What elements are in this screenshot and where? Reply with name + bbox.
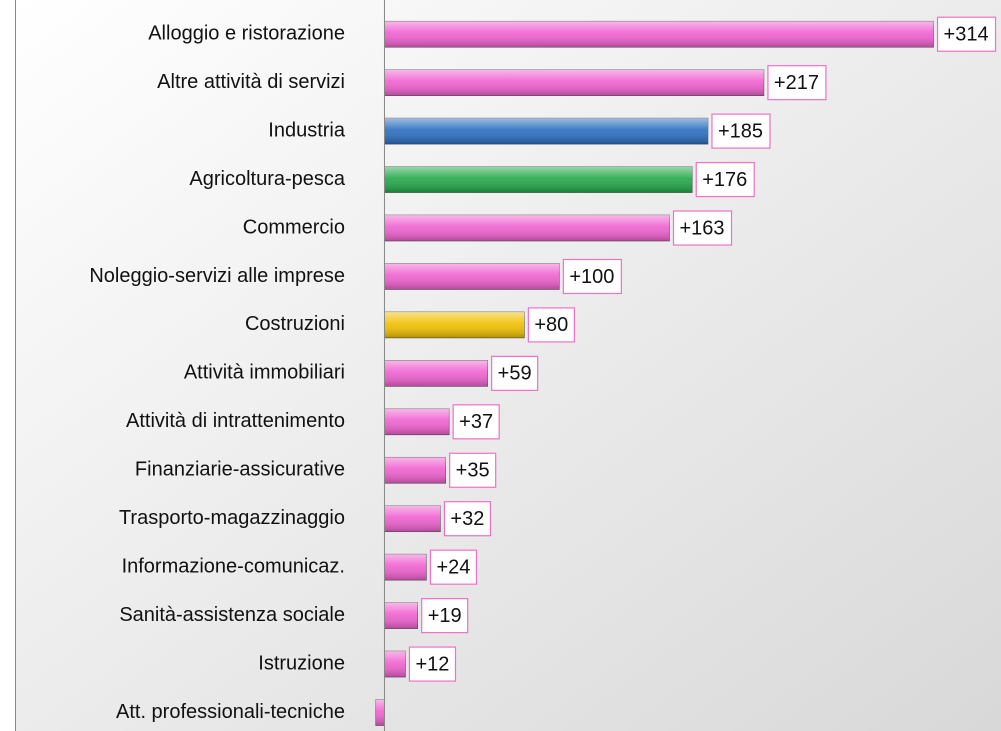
bar-shine [375,699,385,726]
category-label: Noleggio-servizi alle imprese [89,265,345,287]
data-label: +24 [436,556,470,578]
category-label: Industria [268,119,346,141]
bar-shine [384,457,446,484]
data-label: +176 [702,169,747,191]
data-label: +80 [534,314,568,336]
bar-shine [384,602,418,629]
bar-shine [384,651,406,678]
category-label: Istruzione [258,652,345,674]
data-label-box [452,404,500,440]
bar-shine [384,118,708,145]
data-label-box [695,161,755,198]
data-label-box [527,307,575,343]
data-label-box [429,549,478,585]
data-label: +37 [459,411,493,433]
data-label-box [443,501,492,537]
category-label: Attività di intrattenimento [126,410,345,432]
data-label-box [936,16,997,52]
category-label: Att. professionali-tecniche [116,701,345,723]
data-label: +185 [718,120,763,142]
category-label: Agricoltura-pesca [189,168,346,190]
data-label: +35 [456,460,490,482]
category-label: Altre attività di servizi [157,71,345,93]
bar-shine [384,408,450,435]
data-label: +100 [569,266,614,288]
bar-shine [384,166,693,193]
category-label: Commercio [243,216,345,238]
bar-shine [384,360,488,387]
bar-shine [384,215,670,242]
data-label: +12 [415,653,449,675]
data-label-box [672,210,733,246]
category-label: Informazione-comunicaz. [122,555,345,577]
category-label: Trasporto-magazzinaggio [119,507,345,529]
category-label: Attività immobiliari [184,362,345,384]
data-label-box [408,646,457,682]
data-label: +217 [774,72,819,94]
data-label: +59 [498,363,532,385]
category-label: Sanità-assistenza sociale [119,604,345,626]
data-label: +314 [944,24,989,46]
bar-shine [384,263,560,290]
bar-shine [384,505,441,532]
bar-shine [384,69,764,96]
bar-shine [384,554,427,581]
bar-shine [384,21,934,48]
category-label: Alloggio e ristorazione [148,23,345,45]
data-label-box [562,258,622,295]
data-label-box [767,65,827,101]
data-label-box [491,355,539,391]
data-label-box [711,113,771,149]
category-label: Costruzioni [245,313,345,335]
data-label-box [421,598,469,634]
category-label: Finanziarie-assicurative [135,459,345,481]
data-label: +19 [428,605,462,627]
data-label-box [449,452,497,488]
data-label: +163 [680,217,725,239]
data-label: +32 [450,508,484,530]
bar-shine [384,311,525,338]
